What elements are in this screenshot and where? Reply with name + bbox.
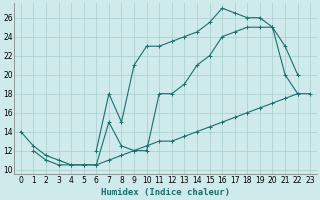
- X-axis label: Humidex (Indice chaleur): Humidex (Indice chaleur): [101, 188, 230, 197]
